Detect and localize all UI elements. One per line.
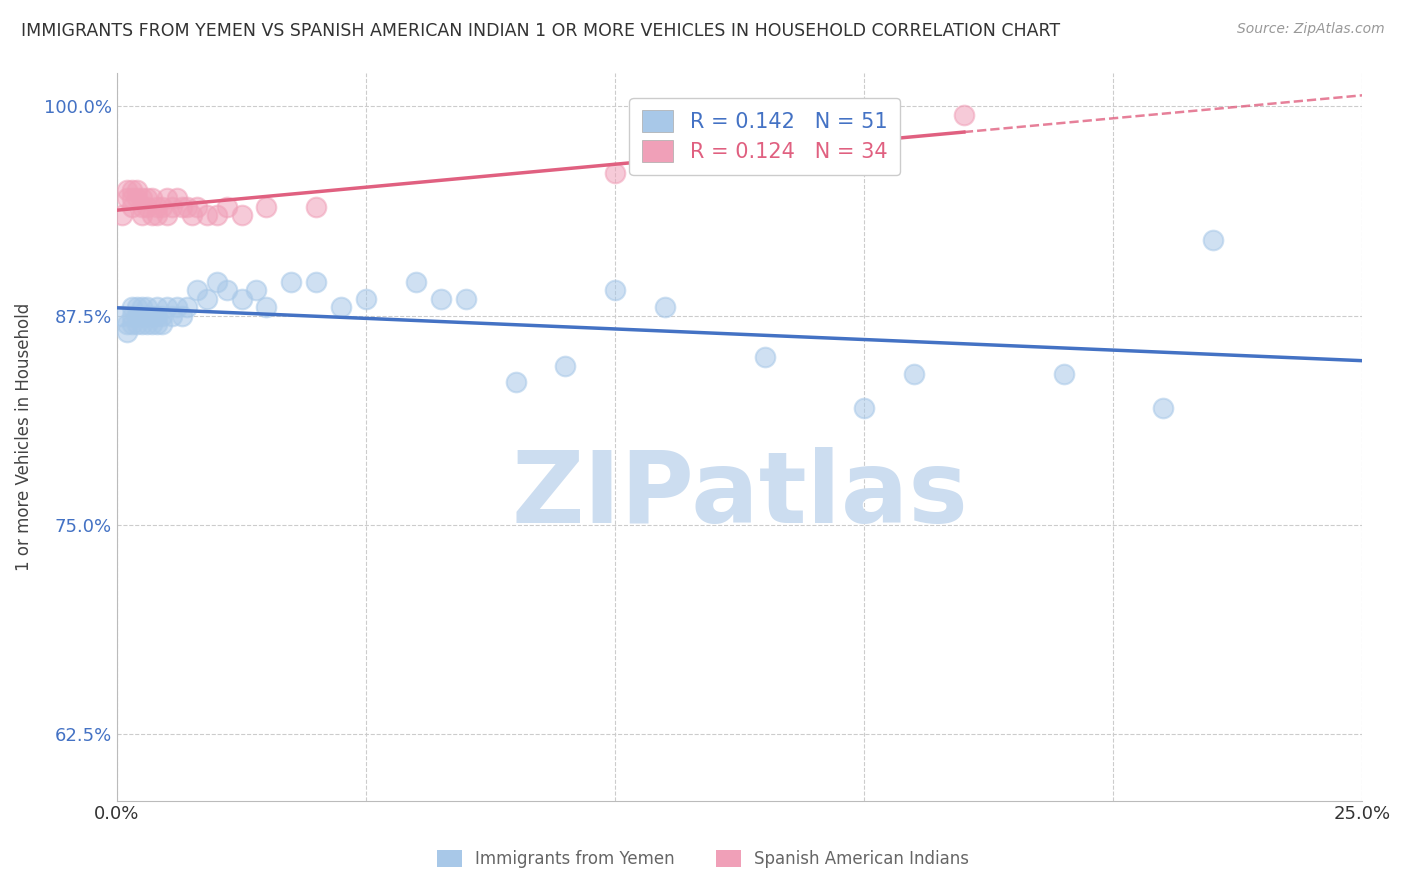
Point xyxy=(166,191,188,205)
Point xyxy=(125,309,148,323)
Point xyxy=(131,191,153,205)
Point xyxy=(1152,401,1174,415)
Point xyxy=(125,191,148,205)
Point xyxy=(121,183,143,197)
Point xyxy=(125,317,148,331)
Point xyxy=(231,208,253,222)
Point xyxy=(231,292,253,306)
Point xyxy=(505,376,527,390)
Point xyxy=(953,108,976,122)
Point xyxy=(115,191,138,205)
Point xyxy=(180,208,202,222)
Point xyxy=(125,300,148,314)
Point xyxy=(605,166,627,180)
Legend: R = 0.142   N = 51, R = 0.124   N = 34: R = 0.142 N = 51, R = 0.124 N = 34 xyxy=(630,98,900,175)
Point xyxy=(115,325,138,339)
Point xyxy=(195,208,218,222)
Point xyxy=(166,300,188,314)
Text: IMMIGRANTS FROM YEMEN VS SPANISH AMERICAN INDIAN 1 OR MORE VEHICLES IN HOUSEHOLD: IMMIGRANTS FROM YEMEN VS SPANISH AMERICA… xyxy=(21,22,1060,40)
Point xyxy=(1052,367,1074,381)
Point xyxy=(186,284,208,298)
Point xyxy=(170,309,193,323)
Point xyxy=(135,317,157,331)
Point xyxy=(405,275,427,289)
Point xyxy=(903,367,925,381)
Point xyxy=(654,300,676,314)
Point xyxy=(146,317,169,331)
Point xyxy=(146,208,169,222)
Point xyxy=(131,309,153,323)
Point xyxy=(135,309,157,323)
Point xyxy=(195,292,218,306)
Point xyxy=(111,208,134,222)
Text: ZIPatlas: ZIPatlas xyxy=(512,447,969,543)
Point xyxy=(215,200,238,214)
Point xyxy=(141,309,163,323)
Point xyxy=(1202,233,1225,247)
Point xyxy=(121,191,143,205)
Point xyxy=(135,200,157,214)
Point xyxy=(146,300,169,314)
Point xyxy=(121,309,143,323)
Point xyxy=(160,200,183,214)
Point xyxy=(254,200,277,214)
Point xyxy=(305,200,328,214)
Point xyxy=(141,208,163,222)
Point xyxy=(131,317,153,331)
Point xyxy=(111,309,134,323)
Point xyxy=(121,317,143,331)
Point xyxy=(254,300,277,314)
Point xyxy=(160,309,183,323)
Point xyxy=(205,208,228,222)
Point xyxy=(146,309,169,323)
Point xyxy=(146,200,169,214)
Legend: Immigrants from Yemen, Spanish American Indians: Immigrants from Yemen, Spanish American … xyxy=(430,843,976,875)
Point xyxy=(215,284,238,298)
Point xyxy=(156,300,179,314)
Point xyxy=(115,317,138,331)
Point xyxy=(150,317,173,331)
Point xyxy=(135,191,157,205)
Point xyxy=(170,200,193,214)
Point xyxy=(554,359,576,373)
Point xyxy=(186,200,208,214)
Point xyxy=(141,191,163,205)
Point xyxy=(354,292,377,306)
Y-axis label: 1 or more Vehicles in Household: 1 or more Vehicles in Household xyxy=(15,302,32,571)
Point xyxy=(125,183,148,197)
Point xyxy=(135,300,157,314)
Point xyxy=(205,275,228,289)
Point xyxy=(121,300,143,314)
Point xyxy=(150,309,173,323)
Point xyxy=(115,183,138,197)
Text: Source: ZipAtlas.com: Source: ZipAtlas.com xyxy=(1237,22,1385,37)
Point xyxy=(853,401,876,415)
Point xyxy=(454,292,477,306)
Point xyxy=(141,317,163,331)
Point xyxy=(156,208,179,222)
Point xyxy=(280,275,302,289)
Point xyxy=(754,351,776,365)
Point xyxy=(430,292,453,306)
Point xyxy=(121,200,143,214)
Point xyxy=(156,191,179,205)
Point xyxy=(131,300,153,314)
Point xyxy=(131,200,153,214)
Point xyxy=(131,208,153,222)
Point xyxy=(150,200,173,214)
Point xyxy=(176,300,198,314)
Point xyxy=(330,300,353,314)
Point xyxy=(605,284,627,298)
Point xyxy=(245,284,267,298)
Point xyxy=(176,200,198,214)
Point xyxy=(305,275,328,289)
